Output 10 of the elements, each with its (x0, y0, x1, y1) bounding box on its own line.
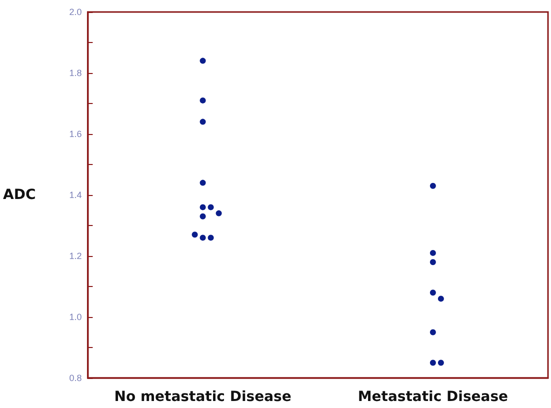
y-axis-title: ADC (2, 187, 36, 203)
y-tick-label: 1.0 (69, 312, 82, 322)
y-tick-label: 2.0 (69, 7, 82, 17)
y-tick-label: 1.8 (69, 68, 82, 78)
y-tick-label: 0.8 (69, 373, 82, 383)
y-tick-label: 1.4 (69, 190, 82, 200)
x-tick-label: No metastatic Disease (114, 389, 292, 405)
y-tick-label: 1.2 (69, 251, 82, 261)
y-tick-label: 1.6 (69, 129, 82, 139)
x-tick-label: Metastatic Disease (358, 389, 508, 405)
